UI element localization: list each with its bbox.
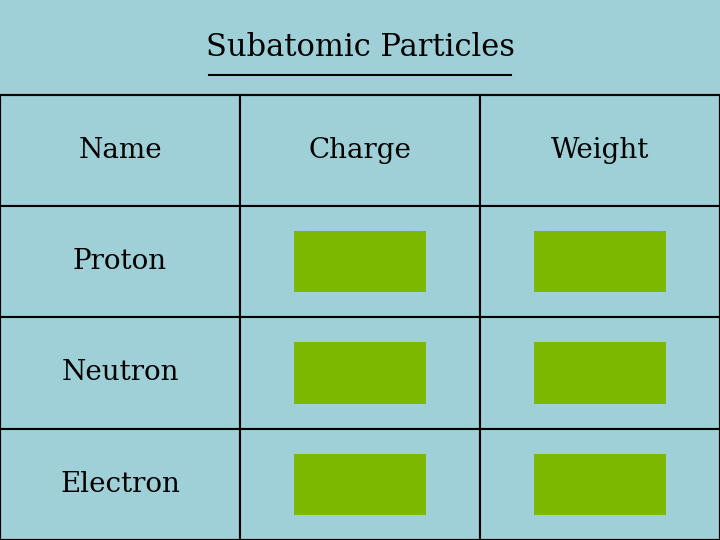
Bar	[0, 94, 240, 206]
Bar	[480, 317, 720, 429]
Bar	[240, 317, 480, 429]
Bar	[294, 342, 426, 403]
Text: Name: Name	[78, 137, 162, 164]
Bar	[294, 231, 426, 292]
Bar	[480, 429, 720, 540]
Bar	[480, 206, 720, 317]
Bar	[0, 94, 720, 540]
Bar	[0, 317, 240, 429]
Bar	[534, 454, 666, 515]
Text: Charge: Charge	[309, 137, 411, 164]
Bar	[294, 454, 426, 515]
Text: Subatomic Particles: Subatomic Particles	[205, 32, 515, 63]
Text: Proton: Proton	[73, 248, 167, 275]
Bar	[240, 206, 480, 317]
Bar	[240, 429, 480, 540]
Text: Electron: Electron	[60, 471, 180, 498]
Bar	[534, 231, 666, 292]
Bar	[534, 342, 666, 403]
Bar	[0, 429, 240, 540]
Bar	[0, 206, 240, 317]
Bar	[480, 94, 720, 206]
Text: Neutron: Neutron	[61, 360, 179, 387]
Text: Weight: Weight	[551, 137, 649, 164]
Bar	[240, 94, 480, 206]
